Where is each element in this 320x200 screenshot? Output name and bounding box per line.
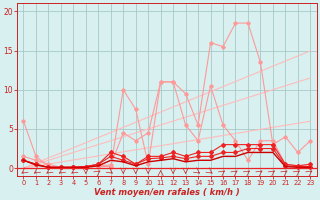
X-axis label: Vent moyen/en rafales ( km/h ): Vent moyen/en rafales ( km/h ): [94, 188, 240, 197]
